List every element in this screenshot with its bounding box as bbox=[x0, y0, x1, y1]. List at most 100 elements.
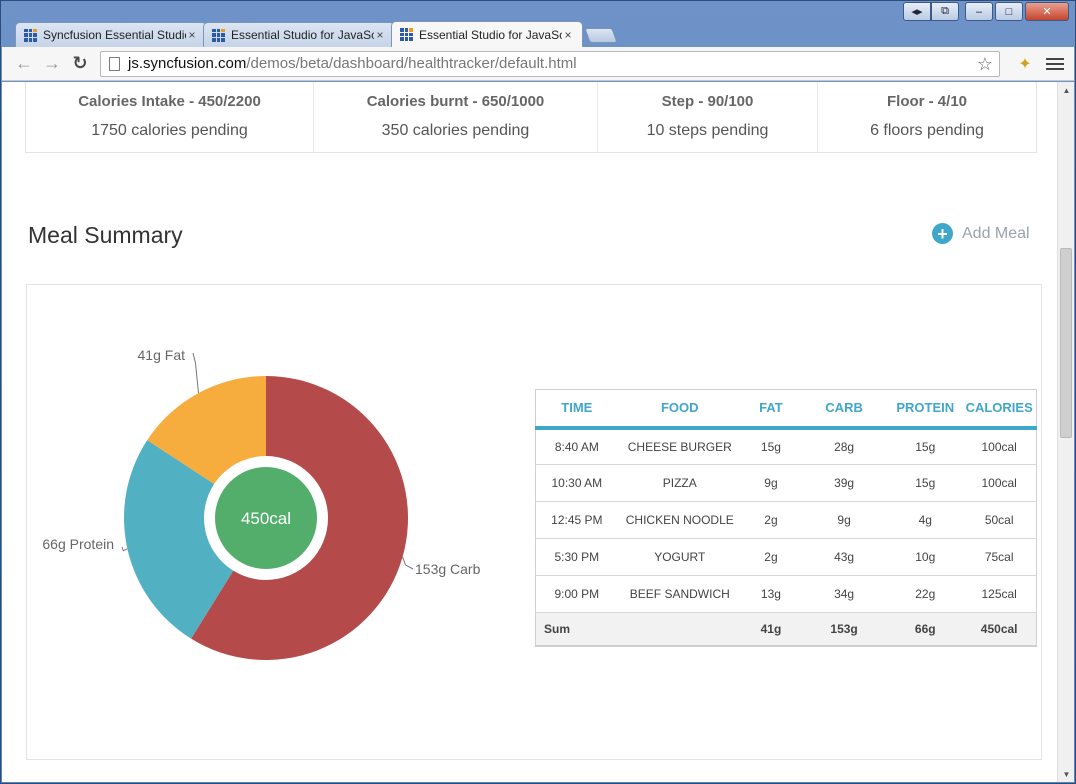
vertical-scrollbar[interactable]: ▲ ▼ bbox=[1057, 82, 1074, 782]
cell-fat: 15g bbox=[741, 427, 800, 465]
slice-label-protein: 66g Protein bbox=[42, 536, 114, 552]
syncfusion-favicon-icon bbox=[212, 28, 225, 42]
tab-2[interactable]: Essential Studio for JavaScript × bbox=[203, 22, 395, 47]
stat-floors: Floor - 4/10 6 floors pending bbox=[818, 82, 1036, 152]
window-switch-icon[interactable]: ⧉ bbox=[931, 2, 959, 21]
column-header-food[interactable]: FOOD bbox=[617, 389, 742, 430]
cell-protein: 4g bbox=[888, 501, 963, 539]
syncfusion-favicon-icon bbox=[24, 28, 37, 42]
cell-protein: 15g bbox=[888, 427, 963, 465]
tab-1[interactable]: Syncfusion Essential Studio × bbox=[15, 22, 207, 47]
table-sum-row: Sum 41g 153g 66g 450cal bbox=[535, 612, 1037, 647]
slice-label-carb: 153g Carb bbox=[415, 561, 481, 577]
stat-subtitle: 1750 calories pending bbox=[91, 122, 248, 139]
page-icon bbox=[109, 56, 120, 71]
column-header-fat[interactable]: FAT bbox=[741, 389, 800, 430]
table-row[interactable]: 9:00 PM BEEF SANDWICH 13g 34g 22g 125cal bbox=[535, 575, 1037, 613]
stat-subtitle: 350 calories pending bbox=[381, 122, 530, 139]
page-viewport: Calories Intake - 450/2200 1750 calories… bbox=[2, 82, 1074, 782]
leader-line-protein bbox=[121, 546, 128, 552]
syncfusion-favicon-icon bbox=[400, 28, 413, 41]
leader-line-carb bbox=[402, 556, 414, 570]
cell-time: 9:00 PM bbox=[535, 575, 618, 613]
add-meal-label: Add Meal bbox=[962, 224, 1030, 242]
slice-label-fat: 41g Fat bbox=[138, 347, 186, 363]
sum-label: Sum bbox=[535, 612, 618, 647]
table-row[interactable]: 5:30 PM YOGURT 2g 43g 10g 75cal bbox=[535, 538, 1037, 576]
meal-table: TIME FOOD FAT CARB PROTEIN CALORIES 8:40… bbox=[535, 389, 1037, 647]
cell-time: 5:30 PM bbox=[535, 538, 618, 576]
cell-carb: 28g bbox=[800, 427, 889, 465]
column-header-calories[interactable]: CALORIES bbox=[962, 389, 1037, 430]
add-circle-icon: + bbox=[932, 223, 953, 244]
stat-title: Step - 90/100 bbox=[661, 93, 754, 110]
cell-time: 8:40 AM bbox=[535, 427, 618, 465]
tab-close-icon[interactable]: × bbox=[376, 28, 384, 42]
column-header-time[interactable]: TIME bbox=[535, 389, 618, 430]
tab-close-icon[interactable]: × bbox=[564, 27, 572, 42]
cell-food: CHICKEN NOODLE bbox=[617, 501, 742, 539]
table-row[interactable]: 10:30 AM PIZZA 9g 39g 15g 100cal bbox=[535, 464, 1037, 502]
cell-carb: 34g bbox=[800, 575, 889, 613]
column-header-protein[interactable]: PROTEIN bbox=[888, 389, 963, 430]
donut-slice-protein[interactable] bbox=[123, 440, 266, 639]
reload-icon[interactable]: ↻ bbox=[72, 53, 88, 73]
cell-carb: 9g bbox=[800, 501, 889, 539]
sum-fat: 41g bbox=[741, 612, 800, 647]
cell-protein: 10g bbox=[888, 538, 963, 576]
menu-hamburger-icon[interactable] bbox=[1046, 57, 1064, 70]
table-row[interactable]: 12:45 PM CHICKEN NOODLE 2g 9g 4g 50cal bbox=[535, 501, 1037, 539]
sum-protein: 66g bbox=[888, 612, 963, 647]
restore-layout-icon[interactable]: ◂▸ bbox=[903, 2, 931, 21]
back-arrow-icon[interactable]: ← bbox=[15, 53, 33, 73]
sum-carb: 153g bbox=[800, 612, 889, 647]
sum-calories: 450cal bbox=[962, 612, 1037, 647]
tab-title: Essential Studio for JavaScript bbox=[231, 28, 374, 42]
tab-3-active[interactable]: Essential Studio for JavaScript × bbox=[391, 21, 583, 47]
minimize-button[interactable]: – bbox=[965, 2, 993, 21]
stat-calories-burnt: Calories burnt - 650/1000 350 calories p… bbox=[314, 82, 598, 152]
stat-calories-intake: Calories Intake - 450/2200 1750 calories… bbox=[26, 82, 314, 152]
forward-arrow-icon[interactable]: → bbox=[43, 53, 61, 73]
meal-summary-title: Meal Summary bbox=[28, 222, 183, 248]
browser-toolbar: ← → ↻ js.syncfusion.com/demos/beta/dashb… bbox=[2, 47, 1074, 81]
new-tab-button[interactable] bbox=[584, 28, 618, 43]
sum-food bbox=[617, 612, 742, 647]
add-meal-button[interactable]: + Add Meal bbox=[932, 223, 1030, 244]
meal-panel: 153g Carb 66g Protein 41g Fat 450cal TIME F… bbox=[26, 284, 1042, 760]
tab-strip: Syncfusion Essential Studio × Essential … bbox=[15, 21, 618, 47]
scroll-down-icon[interactable]: ▼ bbox=[1062, 769, 1071, 779]
window-controls: ◂▸ ⧉ – □ ✕ bbox=[903, 2, 1069, 21]
maximize-button[interactable]: □ bbox=[995, 2, 1023, 21]
scroll-up-icon[interactable]: ▲ bbox=[1062, 85, 1071, 95]
stat-subtitle: 10 steps pending bbox=[646, 122, 769, 139]
url-host: js.syncfusion.com bbox=[128, 55, 247, 72]
cell-food: BEEF SANDWICH bbox=[617, 575, 742, 613]
cell-protein: 22g bbox=[888, 575, 963, 613]
tab-close-icon[interactable]: × bbox=[188, 28, 196, 42]
column-header-carb[interactable]: CARB bbox=[800, 389, 889, 430]
cell-fat: 9g bbox=[741, 464, 800, 502]
tab-title: Essential Studio for JavaScript bbox=[419, 27, 562, 42]
nutrition-donut-chart: 153g Carb 66g Protein 41g Fat 450cal bbox=[42, 347, 481, 660]
stat-title: Floor - 4/10 bbox=[886, 93, 968, 110]
cell-time: 12:45 PM bbox=[535, 501, 618, 539]
scroll-thumb[interactable] bbox=[1060, 248, 1072, 438]
cell-protein: 15g bbox=[888, 464, 963, 502]
cell-food: CHEESE BURGER bbox=[617, 427, 742, 465]
address-bar[interactable]: js.syncfusion.com/demos/beta/dashboard/h… bbox=[100, 50, 1000, 77]
cell-fat: 13g bbox=[741, 575, 800, 613]
cell-carb: 39g bbox=[800, 464, 889, 502]
extension-icon[interactable]: ✦ bbox=[1018, 55, 1032, 73]
close-window-button[interactable]: ✕ bbox=[1025, 2, 1069, 21]
cell-calories: 75cal bbox=[962, 538, 1037, 576]
bookmark-star-icon[interactable]: ☆ bbox=[976, 53, 993, 74]
cell-fat: 2g bbox=[741, 501, 800, 539]
cell-time: 10:30 AM bbox=[535, 464, 618, 502]
donut-center-circle bbox=[215, 467, 317, 569]
donut-center-label: 450cal bbox=[241, 509, 291, 528]
cell-carb: 43g bbox=[800, 538, 889, 576]
url-path: /demos/beta/dashboard/healthtracker/defa… bbox=[246, 55, 577, 72]
table-row[interactable]: 8:40 AM CHEESE BURGER 15g 28g 15g 100cal bbox=[535, 427, 1037, 465]
